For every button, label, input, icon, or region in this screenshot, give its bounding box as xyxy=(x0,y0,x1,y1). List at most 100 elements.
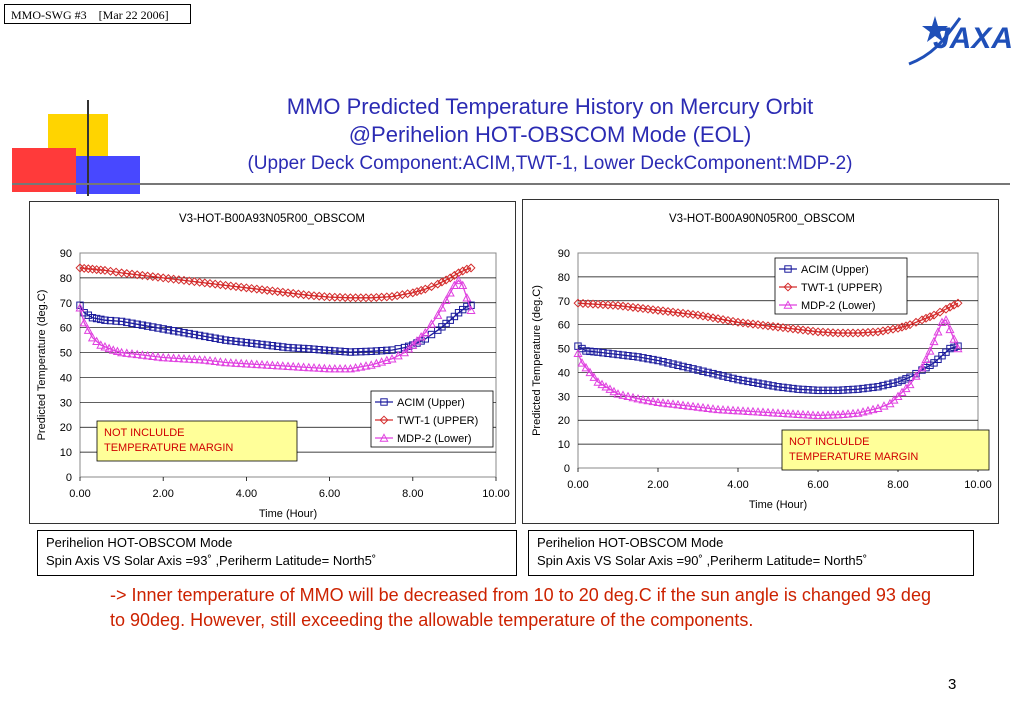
data-point xyxy=(658,398,668,407)
data-point xyxy=(954,342,962,350)
data-point xyxy=(949,300,959,310)
data-point xyxy=(582,347,590,355)
data-point xyxy=(873,403,883,412)
data-point xyxy=(693,402,703,411)
x-tick-label: 10.00 xyxy=(482,488,510,500)
data-point xyxy=(426,319,437,328)
data-point xyxy=(105,266,116,276)
data-point xyxy=(97,315,105,324)
data-point xyxy=(878,326,888,336)
data-point xyxy=(108,345,118,354)
data-point xyxy=(649,355,657,364)
data-point xyxy=(211,334,219,342)
data-point xyxy=(179,354,189,363)
deco-horizontal-line xyxy=(12,183,1010,185)
data-point xyxy=(623,391,633,401)
data-point xyxy=(703,312,713,322)
legend-marker xyxy=(379,415,389,425)
data-point xyxy=(879,381,887,390)
data-point xyxy=(694,366,702,374)
data-point xyxy=(226,281,236,291)
legend-marker xyxy=(379,433,389,442)
data-point xyxy=(88,314,97,322)
data-point xyxy=(387,292,397,302)
data-point xyxy=(719,372,727,380)
y-tick-label: 80 xyxy=(558,272,570,284)
y-tick-label: 70 xyxy=(60,298,72,310)
data-point xyxy=(946,344,954,353)
data-point xyxy=(169,274,179,284)
data-point xyxy=(679,362,687,371)
data-point xyxy=(689,365,697,373)
data-point xyxy=(205,355,215,365)
data-point xyxy=(698,402,708,412)
data-point xyxy=(953,343,963,353)
data-point xyxy=(215,357,225,366)
data-point xyxy=(585,367,595,377)
data-point xyxy=(839,386,847,394)
data-point xyxy=(163,353,173,362)
data-point xyxy=(774,383,782,391)
y-axis-label: Predicted Temperature (deg.C) xyxy=(531,285,543,436)
data-point xyxy=(897,322,907,332)
data-point xyxy=(941,304,951,314)
data-point xyxy=(437,277,447,287)
caption-right-line2: Spin Axis VS Solar Axis =90˚ ,Periherm L… xyxy=(537,553,868,568)
data-point xyxy=(336,347,344,356)
data-point xyxy=(273,287,283,297)
data-point xyxy=(127,269,137,279)
data-point xyxy=(371,358,381,368)
data-point xyxy=(594,348,602,356)
data-point xyxy=(320,346,329,354)
x-tick-label: 4.00 xyxy=(236,488,257,500)
x-tick-label: 6.00 xyxy=(807,479,828,491)
data-point xyxy=(693,310,703,320)
data-point xyxy=(454,275,464,285)
data-point xyxy=(345,363,355,373)
data-point xyxy=(441,275,451,285)
data-point xyxy=(779,383,787,392)
y-tick-label: 20 xyxy=(558,415,570,427)
data-point xyxy=(112,317,120,325)
data-point xyxy=(838,409,848,419)
data-point xyxy=(331,347,339,355)
data-point xyxy=(723,405,733,414)
data-point xyxy=(179,275,189,285)
data-point xyxy=(738,406,748,415)
data-point xyxy=(299,362,309,371)
data-point xyxy=(392,291,402,301)
data-point xyxy=(597,379,607,389)
legend-label: MDP-2 (Lower) xyxy=(801,300,876,312)
x-axis-label: Time (Hour) xyxy=(749,499,807,511)
data-point xyxy=(644,355,652,363)
annotation: NOT INCLULDE TEMPERATURE MARGIN xyxy=(96,420,298,462)
data-point xyxy=(653,397,663,407)
data-point xyxy=(200,278,210,288)
data-point xyxy=(763,407,773,417)
data-point xyxy=(247,359,257,368)
data-point xyxy=(433,310,443,319)
data-point xyxy=(351,348,360,356)
data-point xyxy=(383,346,391,355)
data-point xyxy=(929,310,939,320)
data-point xyxy=(237,338,245,346)
data-point xyxy=(643,395,653,405)
data-point xyxy=(289,344,297,352)
data-point xyxy=(190,330,199,339)
data-point xyxy=(252,359,262,369)
data-point xyxy=(293,362,303,371)
data-point xyxy=(803,410,813,419)
data-point xyxy=(247,339,256,347)
data-point xyxy=(267,286,277,296)
data-point xyxy=(445,273,455,283)
data-point xyxy=(773,408,783,417)
data-point xyxy=(911,317,921,327)
data-point xyxy=(783,408,793,418)
series-0 xyxy=(574,342,962,395)
data-point xyxy=(387,354,397,363)
caption-right: Perihelion HOT-OBSCOM Mode Spin Axis VS … xyxy=(528,530,974,576)
data-point xyxy=(818,410,828,419)
data-point xyxy=(366,360,376,369)
data-point xyxy=(601,382,611,391)
data-point xyxy=(458,266,468,276)
